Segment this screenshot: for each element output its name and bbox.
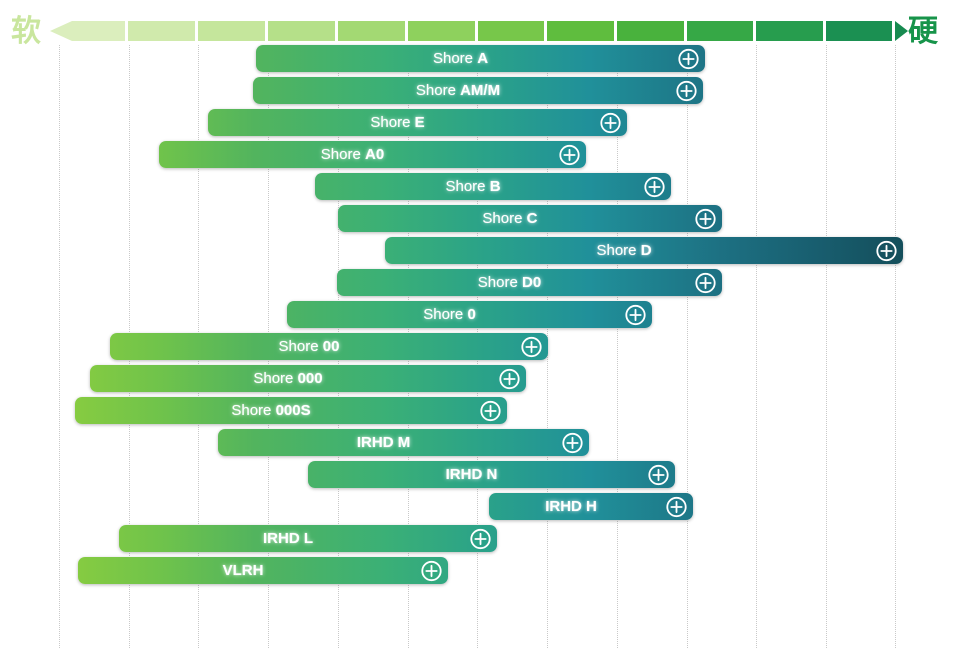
hardness-bar-shore-000s[interactable]: Shore 000S: [74, 397, 507, 424]
hardness-bar-shore-00[interactable]: Shore 00: [110, 333, 548, 360]
circle-plus-icon[interactable]: [479, 399, 502, 422]
bar-label: Shore E: [370, 114, 425, 131]
circle-plus-icon[interactable]: [624, 303, 647, 326]
arrow-segment: [128, 21, 195, 41]
circle-plus-icon[interactable]: [643, 175, 666, 198]
hardness-bar-shore-e[interactable]: Shore E: [208, 109, 628, 136]
hardness-bar-shore-000[interactable]: Shore 000: [89, 365, 526, 392]
bar-label: Shore 00: [278, 338, 340, 355]
circle-plus-icon[interactable]: [420, 559, 443, 582]
arrow-segment: [617, 21, 684, 41]
hardness-bar-shore-0[interactable]: Shore 0: [287, 301, 652, 328]
arrow-segment: [198, 21, 265, 41]
gridline: [617, 45, 618, 648]
hardness-bar-shore-c[interactable]: Shore C: [337, 205, 722, 232]
hardness-bar-shore-a[interactable]: Shore A: [256, 45, 705, 72]
arrow-segment: [547, 21, 614, 41]
bar-label: Shore C: [482, 210, 538, 227]
bar-label: Shore 0: [423, 306, 476, 323]
bar-label: Shore AM/M: [415, 82, 501, 99]
arrow-segment: [756, 21, 823, 41]
circle-plus-icon[interactable]: [875, 239, 898, 262]
arrow-segment: [478, 21, 544, 41]
hardness-bar-vlrh[interactable]: VLRH: [77, 557, 449, 584]
bar-label: IRHD H: [545, 498, 597, 515]
bar-label: Shore B: [445, 178, 501, 195]
bar-label: Shore 000: [253, 370, 323, 387]
arrow-segment: [50, 21, 125, 41]
hard-axis-label: 硬: [908, 15, 938, 48]
soft-to-hard-gradient-arrow: [50, 21, 908, 41]
hardness-bar-shore-am-m[interactable]: Shore AM/M: [252, 77, 704, 104]
gridline: [895, 45, 896, 648]
circle-plus-icon[interactable]: [561, 431, 584, 454]
arrow-segment: [268, 21, 335, 41]
circle-plus-icon[interactable]: [647, 463, 670, 486]
bar-label: IRHD L: [262, 530, 313, 547]
bar-label: Shore D: [596, 242, 652, 259]
bar-label: Shore 000S: [231, 402, 311, 419]
circle-plus-icon[interactable]: [558, 143, 581, 166]
bar-label: VLRH: [222, 562, 264, 579]
gridline: [687, 45, 688, 648]
bar-label: IRHD M: [356, 434, 411, 451]
gridline: [59, 45, 60, 648]
hardness-bar-shore-d[interactable]: Shore D: [385, 237, 903, 264]
hardness-bar-irhd-m[interactable]: IRHD M: [218, 429, 590, 456]
soft-axis-label: 软: [11, 15, 41, 48]
hardness-bar-shore-b[interactable]: Shore B: [315, 173, 672, 200]
circle-plus-icon[interactable]: [694, 207, 717, 230]
gridline: [756, 45, 757, 648]
gridline: [826, 45, 827, 648]
hardness-bar-irhd-l[interactable]: IRHD L: [118, 525, 497, 552]
arrow-segment: [826, 21, 892, 41]
circle-plus-icon[interactable]: [498, 367, 521, 390]
bar-label: Shore A0: [320, 146, 385, 163]
bar-label: IRHD N: [445, 466, 498, 483]
circle-plus-icon[interactable]: [469, 527, 492, 550]
circle-plus-icon[interactable]: [675, 79, 698, 102]
bar-label: Shore A: [432, 50, 489, 67]
circle-plus-icon[interactable]: [520, 335, 543, 358]
hardness-bar-irhd-h[interactable]: IRHD H: [489, 493, 694, 520]
arrow-segment: [408, 21, 475, 41]
hardness-bar-irhd-n[interactable]: IRHD N: [307, 461, 675, 488]
circle-plus-icon[interactable]: [665, 495, 688, 518]
hardness-bar-shore-a0[interactable]: Shore A0: [158, 141, 587, 168]
arrow-segment: [895, 21, 908, 41]
circle-plus-icon[interactable]: [694, 271, 717, 294]
circle-plus-icon[interactable]: [677, 47, 700, 70]
circle-plus-icon[interactable]: [599, 111, 622, 134]
arrow-segment: [338, 21, 405, 41]
arrow-segment: [687, 21, 753, 41]
bar-label: Shore D0: [477, 274, 542, 291]
hardness-bar-shore-d0[interactable]: Shore D0: [337, 269, 722, 296]
